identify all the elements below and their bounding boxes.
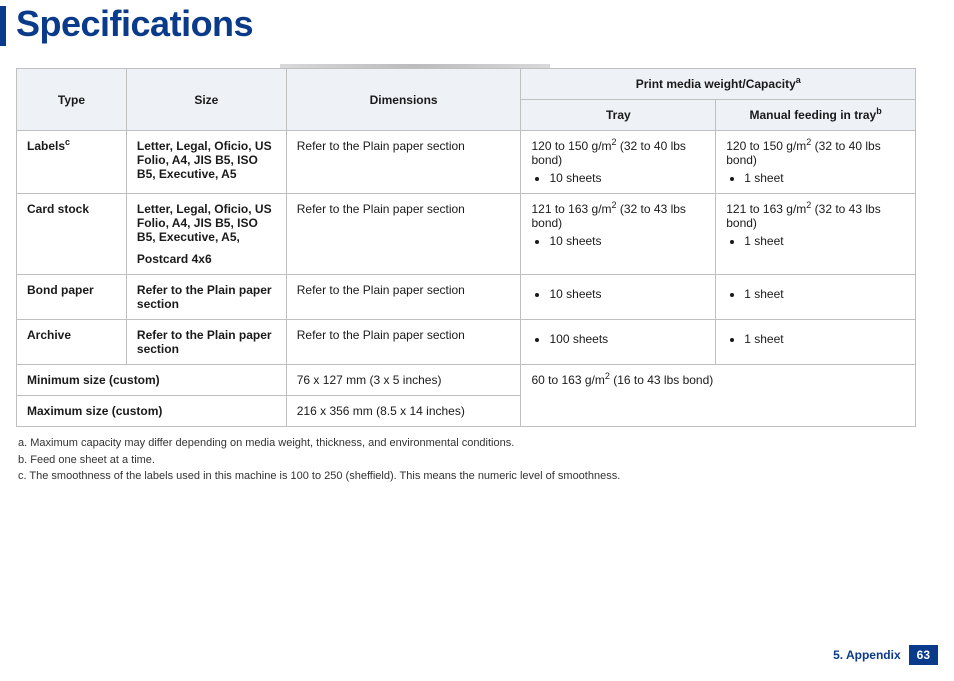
th-manual: Manual feeding in trayb	[716, 100, 916, 131]
tray-line: 120 to 150 g/m	[531, 139, 611, 153]
cell-manual: 121 to 163 g/m2 (32 to 43 lbs bond) 1 sh…	[716, 194, 916, 275]
type-sup: c	[65, 137, 70, 147]
page-title-wrap: Specifications	[0, 6, 954, 46]
footer-page-number: 63	[909, 645, 938, 665]
th-dimensions: Dimensions	[286, 69, 521, 131]
th-tray: Tray	[521, 100, 716, 131]
cell-dim: Refer to the Plain paper section	[286, 194, 521, 275]
size-line1: Letter, Legal, Oficio, US Folio, A4, JIS…	[137, 202, 276, 244]
cell-dim: Refer to the Plain paper section	[286, 131, 521, 194]
type-label: Labels	[27, 139, 65, 153]
footnote-c: c. The smoothness of the labels used in …	[18, 468, 938, 485]
cell-dim: Refer to the Plain paper section	[286, 275, 521, 320]
cell-custom-dim: 216 x 356 mm (8.5 x 14 inches)	[286, 396, 521, 427]
footer-section: 5. Appendix	[833, 648, 901, 662]
footnote-a: a. Maximum capacity may differ depending…	[18, 435, 938, 452]
table-row: Card stock Letter, Legal, Oficio, US Fol…	[17, 194, 916, 275]
th-manual-label: Manual feeding in tray	[750, 108, 877, 122]
th-capacity-group: Print media weight/Capacitya	[521, 69, 916, 100]
cell-type: Bond paper	[17, 275, 127, 320]
manual-line: 120 to 150 g/m	[726, 139, 806, 153]
manual-bullet: 1 sheet	[744, 171, 905, 185]
cell-type: Card stock	[17, 194, 127, 275]
cell-custom-label: Minimum size (custom)	[17, 365, 287, 396]
cell-dim: Refer to the Plain paper section	[286, 320, 521, 365]
manual-line: 121 to 163 g/m	[726, 202, 806, 216]
cell-size: Refer to the Plain paper section	[126, 275, 286, 320]
tray-bullet: 10 sheets	[549, 171, 705, 185]
cell-tray: 120 to 150 g/m2 (32 to 40 lbs bond) 10 s…	[521, 131, 716, 194]
th-capacity-label: Print media weight/Capacity	[636, 77, 796, 91]
th-type: Type	[17, 69, 127, 131]
manual-bullet: 1 sheet	[744, 332, 905, 346]
cell-tray: 100 sheets	[521, 320, 716, 365]
cell-size: Refer to the Plain paper section	[126, 320, 286, 365]
size-line2: Postcard 4x6	[137, 252, 276, 266]
page-title: Specifications	[16, 6, 954, 42]
manual-bullet: 1 sheet	[744, 287, 905, 301]
cell-size: Letter, Legal, Oficio, US Folio, A4, JIS…	[126, 194, 286, 275]
footnotes: a. Maximum capacity may differ depending…	[18, 435, 938, 485]
cell-custom-capacity: 60 to 163 g/m2 (16 to 43 lbs bond)	[521, 365, 916, 427]
th-size: Size	[126, 69, 286, 131]
tray-line: 121 to 163 g/m	[531, 202, 611, 216]
footnote-b: b. Feed one sheet at a time.	[18, 452, 938, 469]
capacity-rest: (16 to 43 lbs bond)	[610, 373, 713, 387]
table-row: Archive Refer to the Plain paper section…	[17, 320, 916, 365]
page-footer: 5. Appendix 63	[833, 645, 938, 665]
tray-bullet: 10 sheets	[549, 234, 705, 248]
tray-bullet: 100 sheets	[549, 332, 705, 346]
capacity-line: 60 to 163 g/m	[531, 373, 604, 387]
cell-tray: 10 sheets	[521, 275, 716, 320]
th-manual-sup: b	[876, 106, 882, 116]
th-capacity-sup: a	[796, 75, 801, 85]
spec-table: Type Size Dimensions Print media weight/…	[16, 68, 916, 427]
cell-custom-dim: 76 x 127 mm (3 x 5 inches)	[286, 365, 521, 396]
cell-custom-label: Maximum size (custom)	[17, 396, 287, 427]
cell-manual: 1 sheet	[716, 320, 916, 365]
manual-bullet: 1 sheet	[744, 234, 905, 248]
tray-bullet: 10 sheets	[549, 287, 705, 301]
table-row-custom: Minimum size (custom) 76 x 127 mm (3 x 5…	[17, 365, 916, 396]
cell-size: Letter, Legal, Oficio, US Folio, A4, JIS…	[126, 131, 286, 194]
cell-type: Labelsc	[17, 131, 127, 194]
table-row: Bond paper Refer to the Plain paper sect…	[17, 275, 916, 320]
table-row: Labelsc Letter, Legal, Oficio, US Folio,…	[17, 131, 916, 194]
cell-tray: 121 to 163 g/m2 (32 to 43 lbs bond) 10 s…	[521, 194, 716, 275]
cell-manual: 120 to 150 g/m2 (32 to 40 lbs bond) 1 sh…	[716, 131, 916, 194]
cell-manual: 1 sheet	[716, 275, 916, 320]
cell-type: Archive	[17, 320, 127, 365]
